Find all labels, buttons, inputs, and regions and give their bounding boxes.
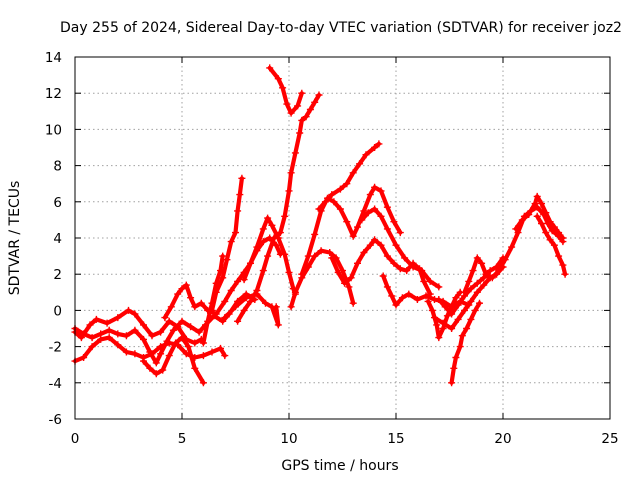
data-point-markers [424,288,464,342]
y-tick-label: 0 [53,303,62,319]
data-point-markers [533,212,569,278]
series-arc-24 [533,212,569,278]
y-tick-label: 8 [53,159,62,175]
series-arc-7 [208,174,246,314]
data-series [71,64,569,387]
data-point-markers [140,334,207,387]
series-arc-12 [287,247,357,311]
chart-title: Day 255 of 2024, Sidereal Day-to-day VTE… [60,20,622,36]
data-point-markers [448,299,483,387]
y-tick-label: 14 [45,50,62,66]
series-trace [299,185,403,277]
series-arc-19 [435,254,507,318]
data-point-markers [208,174,246,314]
data-point-markers [266,64,306,117]
series-trace [359,206,441,289]
data-point-markers [298,183,404,278]
series-trace [449,301,482,385]
series-arc-13 [298,183,404,278]
series-arc-4 [140,334,207,387]
series-arc-14 [315,140,383,213]
y-tick-label: 12 [45,86,62,102]
x-tick-labels: 0 5 10 15 20 25 [71,431,619,447]
data-point-markers [435,254,507,318]
data-point-markers [328,236,434,298]
data-point-markers [240,214,299,298]
x-tick-label: 25 [601,431,618,447]
y-tick-label: 10 [45,122,62,138]
data-point-markers [315,140,383,213]
data-point-markers [512,192,567,242]
y-tick-labels: -6 -4 -2 0 2 4 6 8 10 12 14 [45,50,62,428]
y-axis-label: SDTVAR / TECUs [7,181,23,296]
series-trace [316,141,381,212]
series-arc-21 [424,288,464,342]
data-point-markers [221,290,282,329]
series-trace [222,292,281,327]
series-arc-11 [266,64,306,117]
y-tick-label: 6 [53,195,62,211]
data-point-markers [287,247,357,311]
series-arc-23 [512,192,567,242]
series-arc-10 [221,290,282,329]
grid-lines [75,57,610,419]
x-tick-label: 20 [494,431,511,447]
y-tick-label: -4 [49,376,62,392]
series-trace [535,214,568,277]
y-tick-label: -6 [49,412,62,428]
series-trace [72,308,204,346]
y-tick-label: 2 [53,267,62,283]
x-tick-label: 10 [280,431,297,447]
x-tick-label: 5 [178,431,187,447]
data-point-markers [234,91,323,325]
series-arc-20 [448,299,483,387]
axis-ticks [74,56,611,420]
data-point-markers [358,205,443,291]
series-arc-9 [240,214,299,298]
y-tick-label: -2 [49,340,62,356]
y-tick-label: 4 [53,231,62,247]
series-arc-16 [358,205,443,291]
x-tick-label: 15 [387,431,404,447]
series-arc-8 [234,91,323,325]
series-trace [141,335,206,385]
series-arc-15 [328,236,434,298]
x-axis-label: GPS time / hours [281,458,398,474]
x-tick-label: 0 [71,431,80,447]
